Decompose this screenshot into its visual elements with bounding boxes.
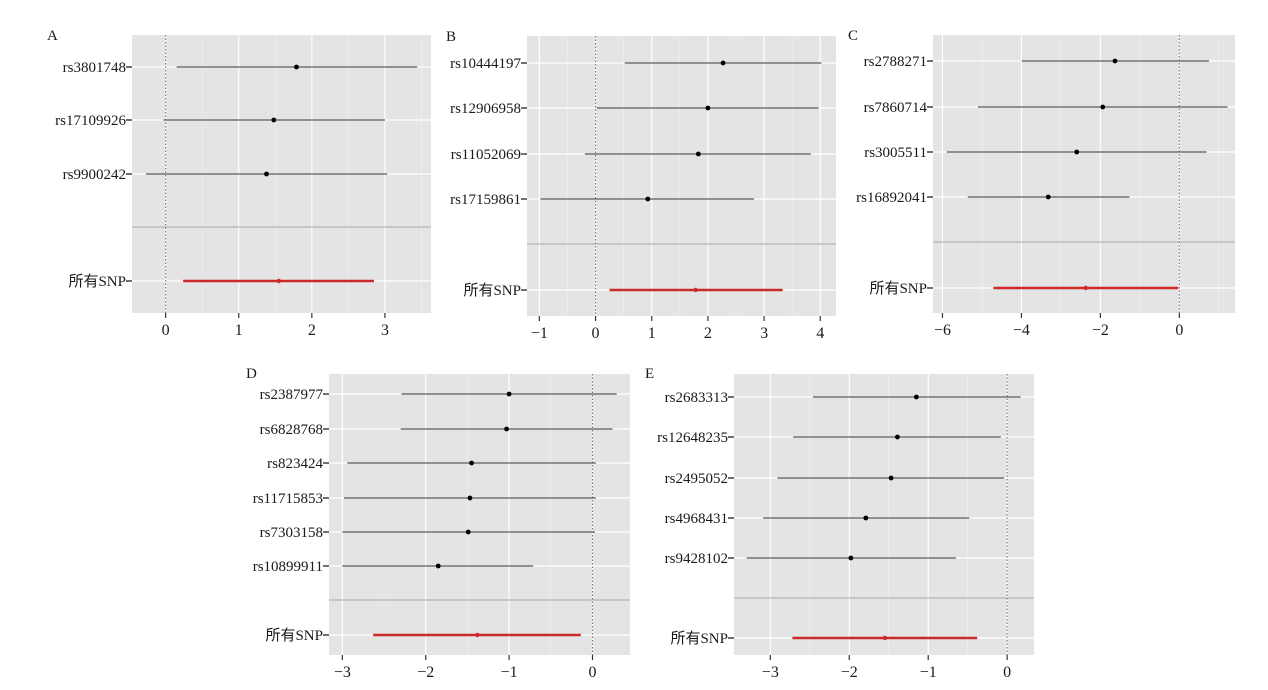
- x-tick-label: 1: [648, 325, 656, 342]
- x-tick-label: −2: [417, 664, 434, 681]
- snp-estimate-point: [695, 151, 701, 157]
- x-tick-label: 2: [308, 322, 316, 339]
- snp-estimate-point: [504, 426, 509, 432]
- snp-label: rs10444197: [450, 56, 521, 72]
- forest-panel-d: −3 −2 −1 0 rs2387977 rs6828768 rs823424 rs11715…: [246, 366, 630, 681]
- x-tick-label: 0: [592, 325, 600, 342]
- snp-label: rs823424: [267, 456, 323, 472]
- snp-label: rs6828768: [260, 422, 323, 438]
- snp-estimate-point: [888, 475, 894, 481]
- x-tick-label: −2: [1092, 322, 1109, 339]
- snp-label: rs7860714: [864, 100, 928, 116]
- snp-label: rs9900242: [63, 167, 126, 183]
- forest-panel-b: −1 0 1 2 3 4 rs10444197 rs12906958 rs11052069 rs1…: [446, 29, 836, 342]
- panel-letter: A: [47, 28, 58, 44]
- snp-label: rs3801748: [63, 60, 126, 76]
- x-tick-label: −3: [762, 664, 779, 681]
- panel-letter: C: [848, 28, 858, 44]
- pooled-label: 所有SNP: [869, 280, 927, 297]
- snp-estimate-point: [469, 460, 474, 466]
- snp-estimate-point: [506, 391, 512, 397]
- pooled-estimate-point: [475, 632, 480, 638]
- panel-background: [527, 36, 836, 316]
- snp-estimate-point: [720, 60, 726, 66]
- snp-label: rs11052069: [451, 147, 521, 163]
- x-tick-label: −3: [334, 664, 351, 681]
- snp-label: rs4968431: [665, 511, 728, 527]
- x-tick-label: 4: [816, 325, 824, 342]
- x-tick-label: −6: [934, 322, 951, 339]
- snp-estimate-point: [705, 105, 711, 111]
- snp-estimate-point: [913, 394, 919, 400]
- snp-estimate-point: [645, 196, 651, 202]
- snp-estimate-point: [863, 515, 869, 521]
- snp-label: rs11715853: [253, 491, 323, 507]
- snp-estimate-point: [1045, 194, 1051, 200]
- x-tick-label: −1: [531, 325, 548, 342]
- snp-label: rs10899911: [253, 559, 323, 575]
- panel-letter: B: [446, 29, 456, 45]
- panel-background: [933, 35, 1235, 313]
- snp-estimate-point: [1100, 104, 1106, 110]
- snp-label: rs2495052: [665, 471, 728, 487]
- x-tick-label: 2: [704, 325, 712, 342]
- pooled-estimate-point: [276, 278, 282, 284]
- x-tick-label: −2: [841, 664, 858, 681]
- pooled-label: 所有SNP: [670, 630, 728, 647]
- snp-estimate-point: [1112, 58, 1118, 64]
- pooled-estimate-point: [693, 287, 698, 293]
- snp-estimate-point: [264, 171, 269, 177]
- snp-estimate-point: [294, 64, 299, 70]
- x-tick-label: 1: [235, 322, 243, 339]
- snp-estimate-point: [467, 495, 473, 501]
- pooled-label: 所有SNP: [265, 627, 323, 644]
- snp-estimate-point: [895, 434, 900, 440]
- snp-label: rs9428102: [665, 551, 728, 567]
- panel-letter: D: [246, 366, 257, 382]
- panel-letter: E: [645, 366, 654, 382]
- snp-label: rs17159861: [450, 192, 521, 208]
- snp-label: rs12648235: [657, 430, 728, 446]
- pooled-label: 所有SNP: [68, 273, 126, 290]
- x-tick-label: −1: [501, 664, 518, 681]
- forest-panel-e: −3 −2 −1 0 rs2683313 rs12648235 rs2495052 rs496…: [645, 366, 1034, 681]
- snp-label: rs17109926: [55, 113, 126, 129]
- x-tick-label: 0: [588, 664, 596, 681]
- x-tick-label: 3: [381, 322, 389, 339]
- snp-label: rs3005511: [864, 145, 927, 161]
- snp-label: rs2387977: [260, 387, 324, 403]
- snp-estimate-point: [848, 555, 854, 561]
- panel-background: [329, 374, 630, 655]
- forest-panel-c: −6 −4 −2 0 rs2788271 rs7860714 rs3005511 rs1689…: [848, 28, 1235, 339]
- snp-label: rs2683313: [665, 390, 728, 406]
- x-tick-label: −4: [1013, 322, 1030, 339]
- pooled-estimate-point: [1083, 285, 1088, 291]
- snp-estimate-point: [1074, 149, 1080, 155]
- x-tick-label: −1: [920, 664, 937, 681]
- pooled-estimate-point: [882, 635, 887, 641]
- snp-label: rs16892041: [856, 190, 927, 206]
- x-tick-label: 0: [1175, 322, 1183, 339]
- x-tick-label: 0: [162, 322, 170, 339]
- pooled-label: 所有SNP: [463, 282, 521, 299]
- snp-label: rs7303158: [260, 525, 323, 541]
- snp-label: rs2788271: [864, 54, 927, 70]
- x-tick-label: 3: [760, 325, 768, 342]
- snp-estimate-point: [271, 117, 277, 123]
- panel-background: [734, 374, 1034, 655]
- snp-label: rs12906958: [450, 101, 521, 117]
- snp-estimate-point: [435, 563, 441, 569]
- forest-panel-a: 0 1 2 3 rs3801748 rs17109926 rs9900242 所有SNP A: [47, 28, 431, 339]
- snp-estimate-point: [465, 529, 471, 535]
- x-tick-label: 0: [1003, 664, 1011, 681]
